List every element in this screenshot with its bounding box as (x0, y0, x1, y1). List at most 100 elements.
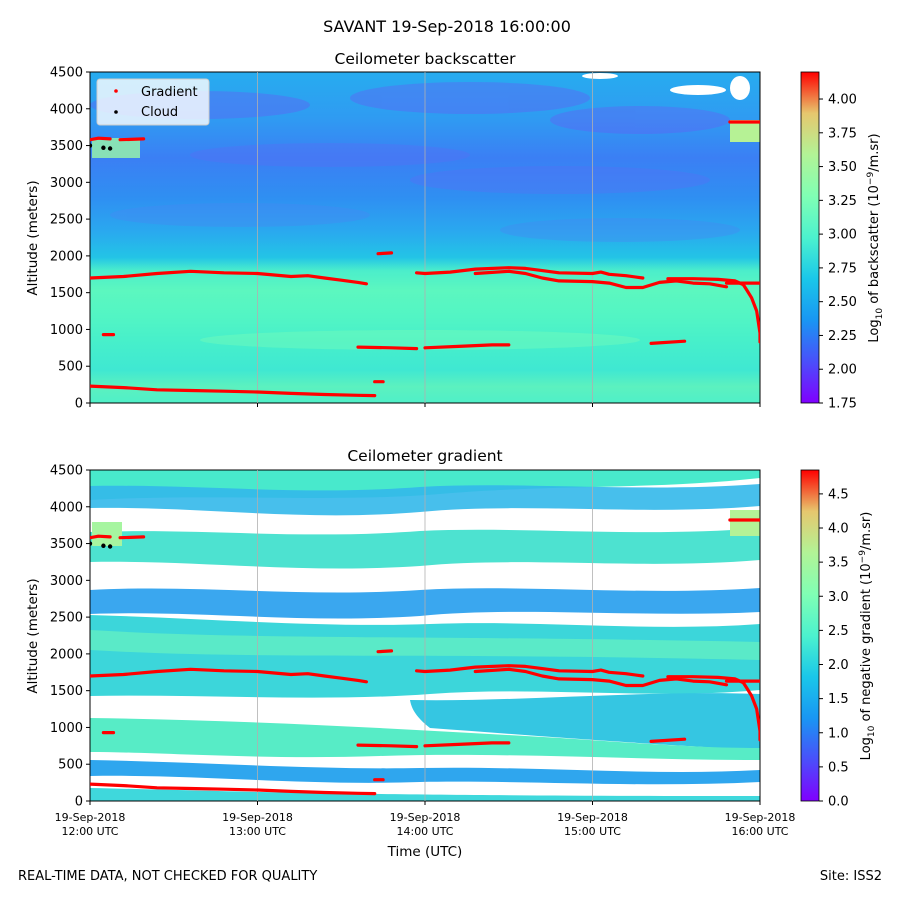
y-tick-label: 3000 (50, 176, 83, 191)
y-tick-label: 3500 (50, 537, 83, 552)
x-tick-label-date: 19-Sep-2018 (55, 811, 126, 824)
gradient-series-line (118, 535, 146, 540)
y-tick-label: 1500 (50, 286, 83, 301)
gradient-y-ticks: 0 500 1000 1500 2000 2500 3000 3500 4000 4500 (50, 464, 90, 810)
y-tick-label: 2000 (50, 647, 83, 662)
gradient-x-label: Time (UTC) (387, 844, 463, 860)
cloud-point (107, 544, 113, 549)
gradient-series-line (666, 675, 760, 742)
colorbar-tick-label: 3.5 (828, 556, 849, 571)
colorbar-tick-label: 3.50 (828, 160, 857, 175)
site-label: Site: ISS2 (819, 869, 882, 884)
y-tick-label: 500 (58, 360, 83, 375)
y-tick-label: 0 (75, 397, 83, 412)
colorbar-tick-label: 3.25 (828, 194, 857, 209)
x-tick-label-time: 14:00 UTC (396, 825, 453, 838)
x-tick-label-date: 19-Sep-2018 (390, 811, 461, 824)
colorbar-tick-label: 2.75 (828, 261, 857, 276)
backscatter-title: Ceilometer backscatter (335, 50, 517, 68)
y-tick-label: 1500 (50, 684, 83, 699)
gradient-series-line (649, 737, 687, 744)
y-tick-label: 500 (58, 758, 83, 773)
figure-title: SAVANT 19-Sep-2018 16:00:00 (323, 17, 571, 36)
cloud-point (90, 541, 93, 546)
cloud-point (101, 543, 106, 548)
colorbar-tick-label: 3.75 (828, 126, 857, 141)
gradient-colorbar-scale (800, 469, 820, 802)
gradient-series-line (376, 649, 394, 654)
gradient-series-line (473, 667, 729, 688)
y-tick-label: 3000 (50, 574, 83, 589)
backscatter-colorbar-scale (800, 71, 820, 404)
colorbar-tick-label: 4.0 (828, 522, 849, 537)
backscatter-colorbar: 1.75 2.00 2.25 2.50 2.75 3.00 3.25 3.50 3.75 4.00… (800, 71, 885, 412)
backscatter-texture (90, 82, 740, 350)
colorbar-tick-label: 3.0 (828, 590, 849, 605)
gradient-series-line (415, 266, 645, 280)
gradient-colorbar-label: Log10 of negative gradient (10−9/m.sr) (858, 512, 877, 761)
gradient-colorbar: 0.0 0.5 1.0 1.5 2.0 2.5 3.0 3.5 4.0 4.5 Log10 of … (800, 469, 877, 810)
colorbar-tick-label: 2.25 (828, 329, 857, 344)
gradient-series-line (90, 269, 368, 286)
x-tick-label-time: 16:00 UTC (731, 825, 788, 838)
colorbar-tick-label: 0.0 (828, 795, 849, 810)
y-tick-label: 4500 (50, 66, 83, 81)
y-tick-label: 1000 (50, 721, 83, 736)
gradient-y-label: Altitude (meters) (25, 578, 41, 693)
colorbar-tick-label: 1.0 (828, 726, 849, 741)
y-tick-label: 4000 (50, 500, 83, 515)
gradient-series-line (423, 741, 511, 748)
gradient-series-line (90, 782, 377, 796)
cloud-point (101, 145, 106, 150)
colorbar-tick-label: 2.5 (828, 624, 849, 639)
legend-gradient-marker (114, 89, 118, 93)
gradient-series-line (90, 384, 377, 398)
colorbar-tick-label: 1.5 (828, 692, 849, 707)
colorbar-tick-label: 0.5 (828, 760, 849, 775)
backscatter-colorbar-label: Log10 of backscatter (10−9/m.sr) (866, 133, 885, 342)
backscatter-y-label: Altitude (meters) (25, 180, 41, 295)
backscatter-x-ticks (89, 403, 761, 407)
quality-disclaimer: REAL-TIME DATA, NOT CHECKED FOR QUALITY (18, 869, 318, 884)
y-tick-label: 4000 (50, 102, 83, 117)
gradient-series-line (90, 667, 368, 684)
x-tick-label-time: 13:00 UTC (229, 825, 286, 838)
colorbar-tick-label: 2.00 (828, 363, 857, 378)
backscatter-panel: Ceilometer backscatter 0 500 (25, 50, 885, 412)
legend-gradient-label: Gradient (141, 85, 198, 100)
y-tick-label: 2500 (50, 213, 83, 228)
y-tick-label: 2500 (50, 611, 83, 626)
y-tick-label: 3500 (50, 139, 83, 154)
backscatter-series (90, 120, 760, 398)
cloud-point (107, 146, 113, 151)
legend-cloud-marker (114, 110, 118, 114)
gradient-series (90, 518, 760, 796)
colorbar-tick-label: 3.00 (828, 228, 857, 243)
colorbar-tick-label: 1.75 (828, 397, 857, 412)
y-tick-label: 2000 (50, 249, 83, 264)
x-tick-label-time: 12:00 UTC (61, 825, 118, 838)
y-tick-label: 1000 (50, 323, 83, 338)
y-tick-label: 0 (75, 795, 83, 810)
colorbar-tick-label: 4.5 (828, 487, 849, 502)
x-tick-label-date: 19-Sep-2018 (222, 811, 293, 824)
colorbar-tick-label: 2.50 (828, 295, 857, 310)
gradient-series-line (90, 534, 112, 540)
gradient-series-line (423, 343, 511, 350)
gradient-series-line (356, 743, 419, 749)
gradient-title: Ceilometer gradient (347, 447, 502, 465)
gradient-series-line (376, 251, 394, 256)
legend: Gradient Cloud (96, 78, 210, 126)
gradient-series-line (90, 136, 112, 142)
x-tick-label-date: 19-Sep-2018 (557, 811, 628, 824)
legend-cloud-label: Cloud (141, 105, 178, 120)
cloud-point (90, 143, 93, 148)
gradient-series-line (666, 277, 760, 344)
gradient-series-line (415, 664, 645, 678)
colorbar-tick-label: 4.00 (828, 93, 857, 108)
colorbar-tick-label: 2.0 (828, 658, 849, 673)
gradient-series-line (649, 339, 687, 345)
